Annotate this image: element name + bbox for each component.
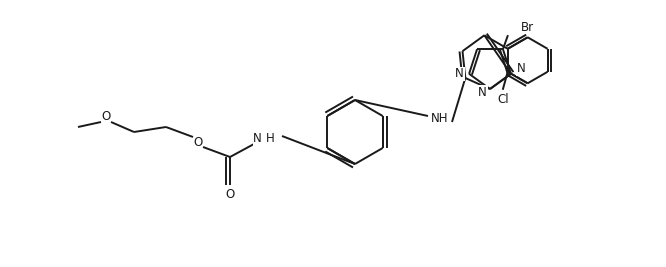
Text: N: N — [517, 62, 525, 75]
Text: H: H — [266, 132, 274, 146]
Text: O: O — [193, 135, 202, 148]
Text: O: O — [101, 111, 111, 124]
Text: N: N — [478, 85, 487, 99]
Text: NH: NH — [432, 112, 449, 125]
Text: N: N — [456, 67, 464, 80]
Text: Br: Br — [521, 21, 534, 34]
Text: O: O — [225, 189, 234, 202]
Text: N: N — [253, 132, 262, 146]
Text: Cl: Cl — [497, 93, 509, 106]
